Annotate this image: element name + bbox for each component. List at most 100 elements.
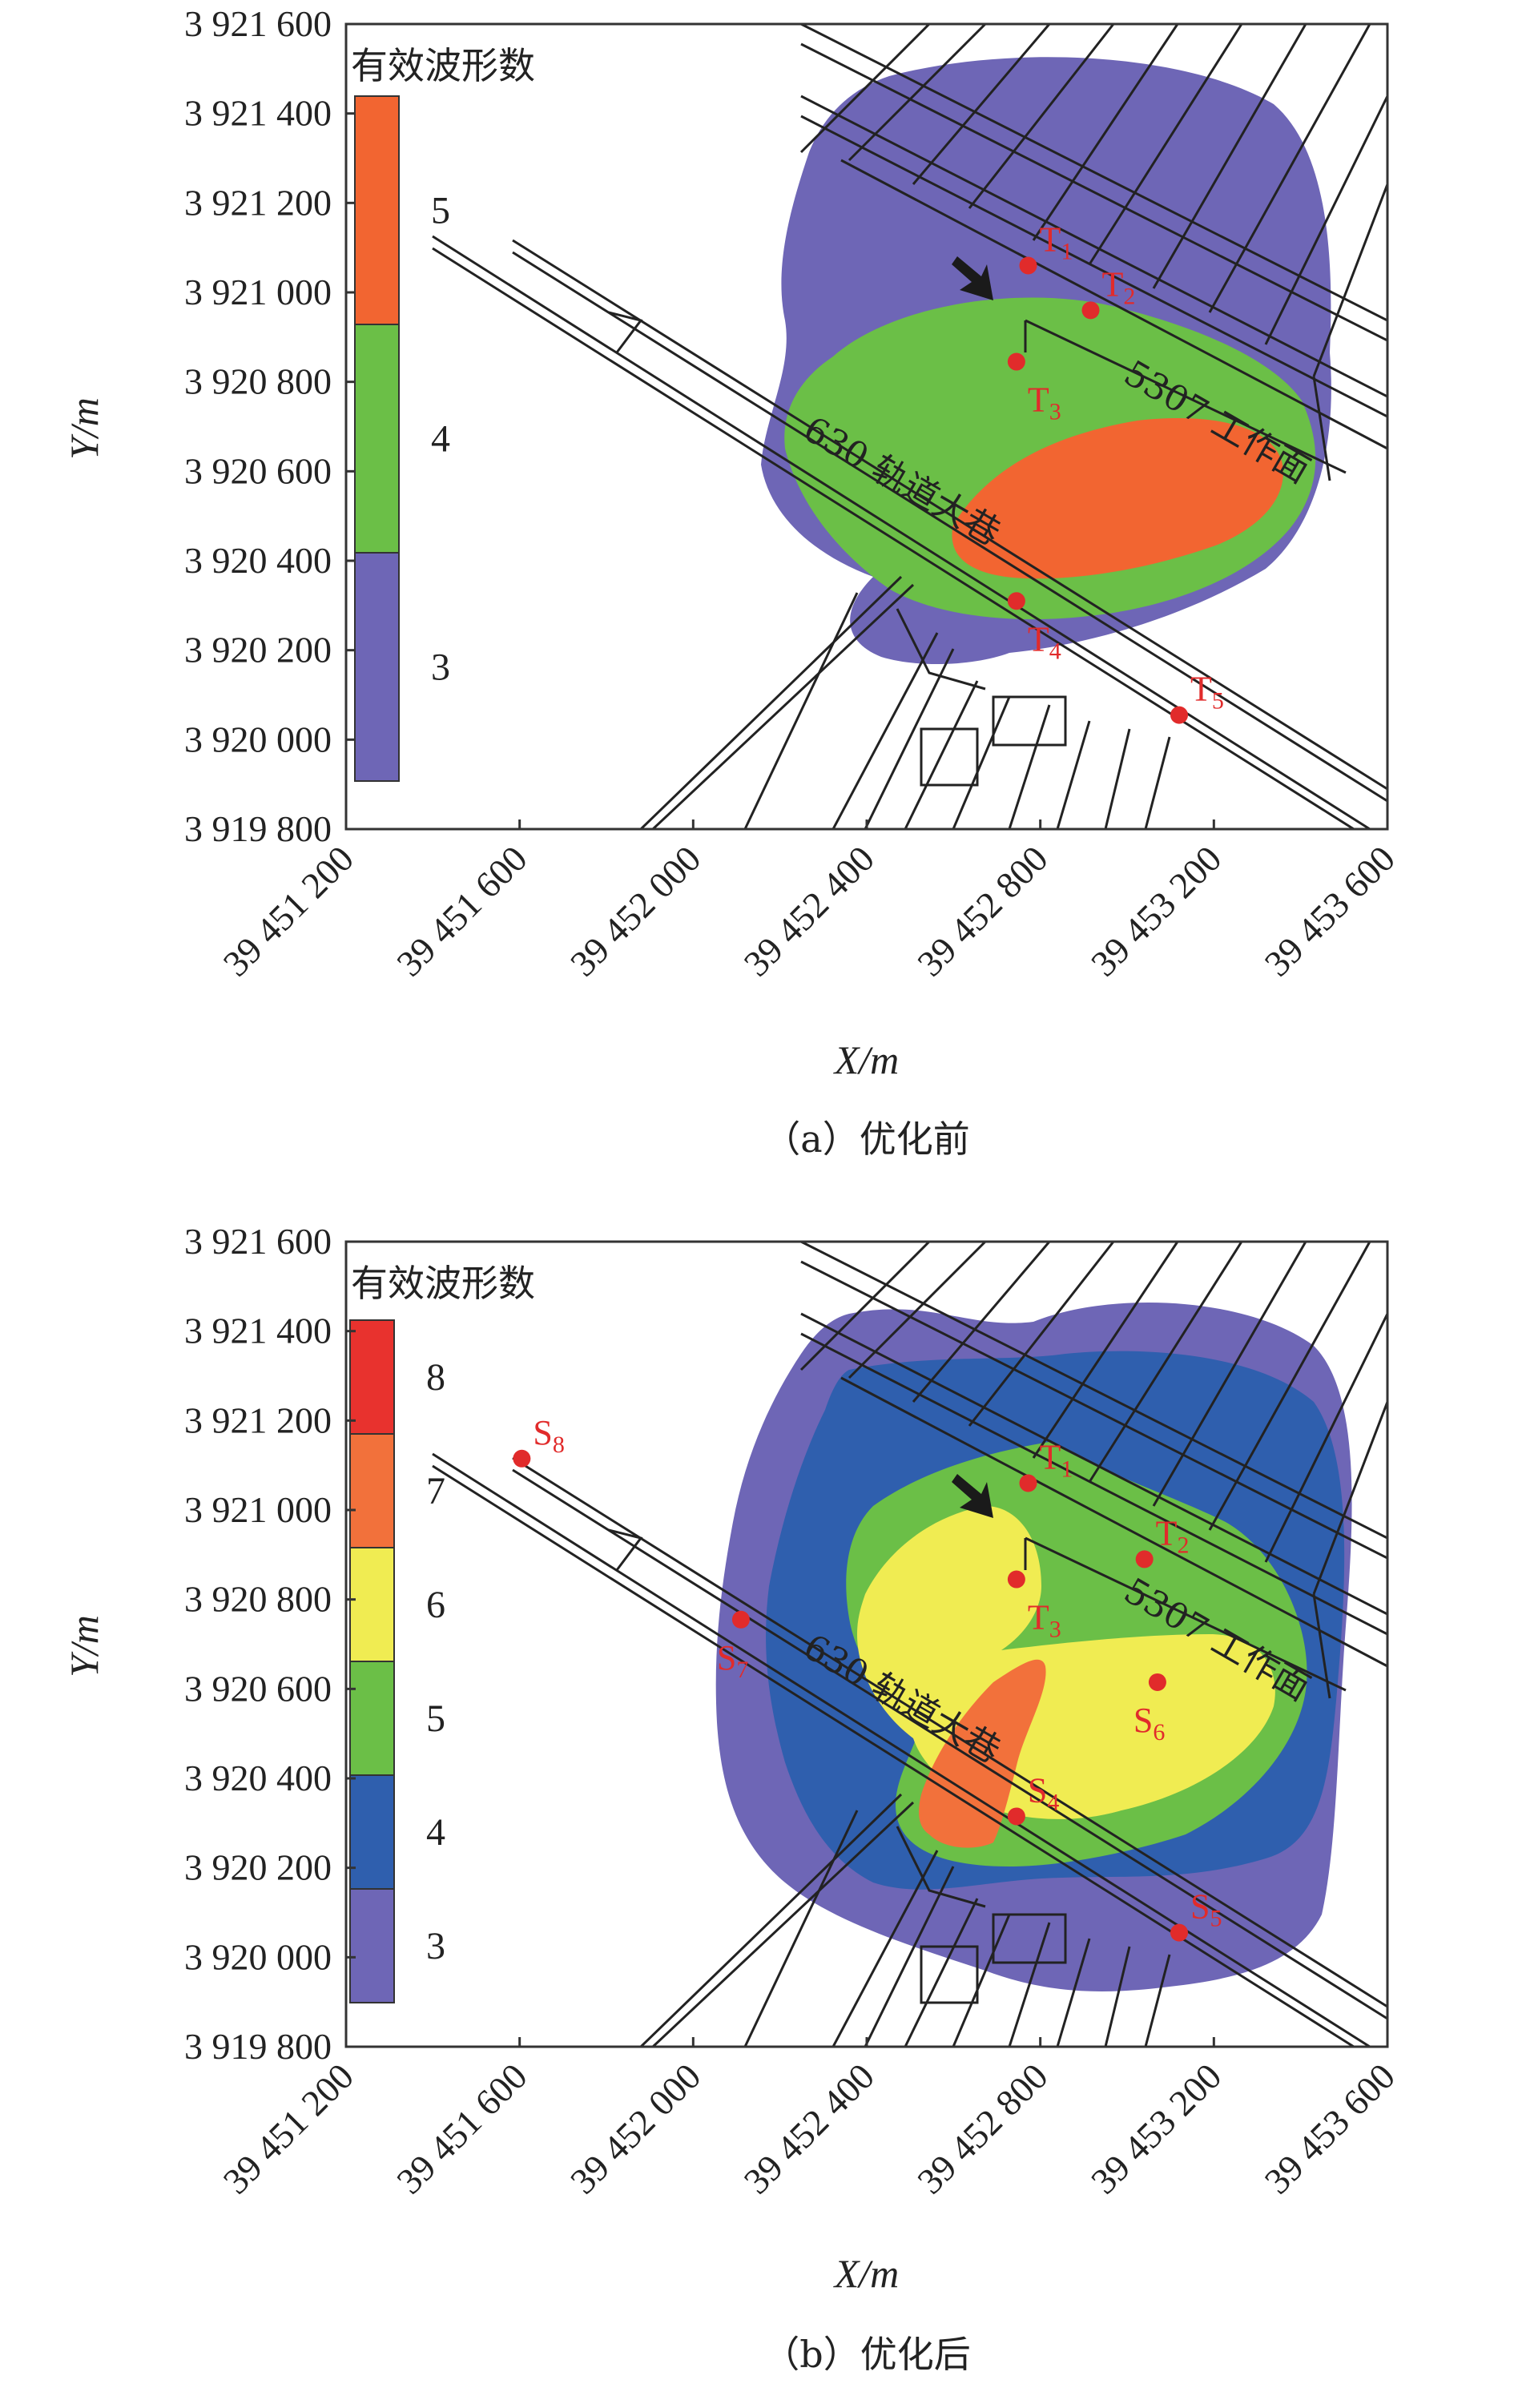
legend-colorbar: 5 4 3 xyxy=(354,95,450,782)
mine-layout-lines xyxy=(432,1242,1387,2047)
legend-value-label: 5 xyxy=(426,1697,445,1740)
legend: 有效波形数 5 4 3 xyxy=(351,44,535,782)
y-tick-label: 3 921 600 xyxy=(184,3,332,44)
y-tick-label: 3 920 000 xyxy=(184,1936,332,1977)
contour-zone-5 xyxy=(952,418,1283,579)
y-tick-label: 3 920 400 xyxy=(184,540,332,581)
x-axis-ticks: 39 451 200 39 451 600 39 452 000 39 452 400… xyxy=(215,819,1403,984)
legend: 有效波形数 8 7 6 5 4 3 xyxy=(349,1262,535,2003)
y-tick-label: 3 921 200 xyxy=(184,182,332,223)
mine-layout-lines xyxy=(432,24,1387,829)
station-subscript: 3 xyxy=(1049,399,1061,425)
legend-value-label: 5 xyxy=(431,190,450,232)
x-tick-label: 39 452 400 xyxy=(736,2056,882,2201)
y-tick-label: 3 921 400 xyxy=(184,1311,332,1351)
legend-colorbar: 8 7 6 5 4 3 xyxy=(349,1319,445,2003)
station-point xyxy=(731,1610,750,1629)
x-tick-label: 39 452 800 xyxy=(909,838,1055,984)
station-point xyxy=(1170,706,1188,724)
legend-value-label: 3 xyxy=(431,646,450,689)
x-tick-label: 39 452 000 xyxy=(562,2056,708,2201)
contour-fill-group xyxy=(761,57,1331,665)
arrow-icon xyxy=(952,1474,993,1518)
station-subscript: 2 xyxy=(1178,1532,1190,1558)
station-point xyxy=(1007,1570,1025,1589)
y-tick-label: 3 919 800 xyxy=(184,2026,332,2067)
legend-value-label: 8 xyxy=(426,1356,445,1399)
arrow-icon xyxy=(952,256,993,300)
legend-swatch xyxy=(349,1661,395,1776)
x-tick-label: 39 453 600 xyxy=(1257,838,1403,984)
legend-swatch xyxy=(349,1547,395,1662)
legend-swatch xyxy=(349,1774,395,1890)
station-point xyxy=(1135,1550,1154,1568)
y-axis-label: Y/m xyxy=(62,1615,107,1677)
station-point xyxy=(1007,592,1025,610)
station-point xyxy=(1170,1923,1188,1942)
legend-title: 有效波形数 xyxy=(351,44,535,87)
station-subscript: 7 xyxy=(736,1657,748,1683)
y-tick-label: 3 920 200 xyxy=(184,1847,332,1888)
legend-title: 有效波形数 xyxy=(351,1262,535,1305)
station-subscript: 4 xyxy=(1049,638,1061,664)
legend-value-label: 7 xyxy=(426,1470,445,1512)
x-tick-label: 39 452 800 xyxy=(909,2056,1055,2201)
legend-value-label: 3 xyxy=(426,1925,445,1967)
station-label: T3 xyxy=(1028,1598,1061,1643)
legend-swatch xyxy=(349,1433,395,1548)
y-tick-label: 3 920 000 xyxy=(184,719,332,759)
x-tick-label: 39 453 600 xyxy=(1257,2056,1403,2201)
y-tick-label: 3 920 600 xyxy=(184,450,332,491)
station-point xyxy=(1007,1807,1025,1826)
y-axis-ticks: 3 921 600 3 921 400 3 921 200 3 921 000 3 92… xyxy=(184,1221,356,2067)
station-subscript: 5 xyxy=(1210,1906,1222,1932)
legend-swatch xyxy=(349,1888,395,2003)
y-axis-label: Y/m xyxy=(62,397,107,460)
legend-value-label: 6 xyxy=(426,1584,445,1626)
station-subscript: 1 xyxy=(1061,239,1073,265)
legend-swatch xyxy=(349,1319,395,1435)
y-tick-label: 3 921 600 xyxy=(184,1221,332,1262)
y-tick-label: 3 921 200 xyxy=(184,1399,332,1440)
station-subscript: 8 xyxy=(553,1432,565,1458)
y-tick-label: 3 921 000 xyxy=(184,1489,332,1530)
y-axis-ticks: 3 921 600 3 921 400 3 921 200 3 921 000 3 92… xyxy=(184,3,356,849)
station-label: T5 xyxy=(1190,670,1224,715)
legend-swatch xyxy=(354,95,400,325)
x-tick-label: 39 453 200 xyxy=(1083,838,1229,984)
x-tick-label: 39 452 400 xyxy=(736,838,882,984)
y-tick-label: 3 921 000 xyxy=(184,272,332,312)
x-axis-ticks: 39 451 200 39 451 600 39 452 000 39 452 400… xyxy=(215,2037,1403,2201)
x-tick-label: 39 452 000 xyxy=(562,838,708,984)
y-tick-label: 3 920 800 xyxy=(184,361,332,402)
legend-value-label: 4 xyxy=(431,418,450,461)
y-tick-label: 3 919 800 xyxy=(184,808,332,849)
x-tick-label: 39 453 200 xyxy=(1083,2056,1229,2201)
station-subscript: 1 xyxy=(1061,1456,1073,1483)
station-label: S8 xyxy=(533,1413,564,1458)
station-subscript: 6 xyxy=(1153,1719,1165,1746)
y-tick-label: 3 920 600 xyxy=(184,1668,332,1709)
station-point xyxy=(1081,301,1100,320)
legend-swatch xyxy=(354,552,400,782)
station-point xyxy=(1007,352,1025,371)
legend-value-label: 4 xyxy=(426,1811,445,1854)
x-axis-label: X/m xyxy=(833,1037,900,1082)
x-axis-label: X/m xyxy=(833,2251,900,2296)
y-tick-label: 3 920 200 xyxy=(184,630,332,670)
y-tick-label: 3 920 400 xyxy=(184,1758,332,1798)
station-subscript: 2 xyxy=(1123,283,1135,309)
station-point xyxy=(1019,256,1037,275)
x-tick-label: 39 451 200 xyxy=(215,838,361,984)
legend-swatch xyxy=(354,324,400,554)
x-tick-label: 39 451 600 xyxy=(389,2056,534,2201)
station-subscript: 3 xyxy=(1049,1617,1061,1643)
station-subscript: 4 xyxy=(1047,1789,1059,1815)
station-point xyxy=(513,1449,531,1468)
y-tick-label: 3 920 800 xyxy=(184,1579,332,1620)
